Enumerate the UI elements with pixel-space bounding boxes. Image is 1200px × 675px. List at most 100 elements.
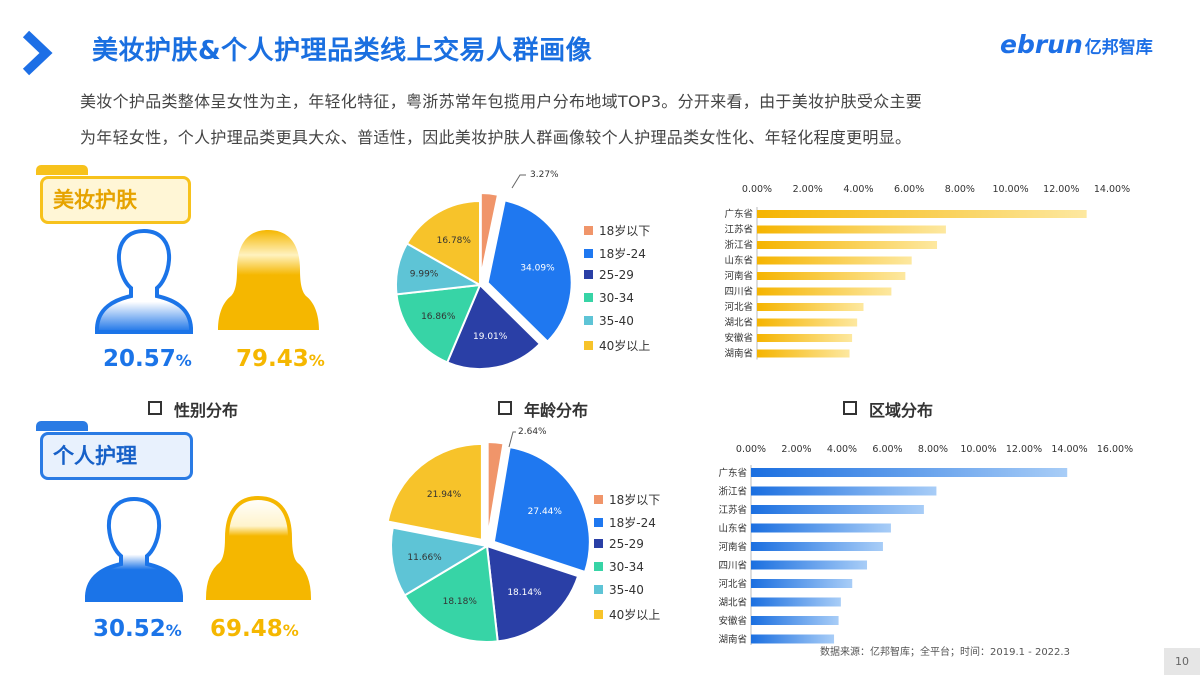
bar bbox=[751, 468, 1068, 477]
bar bbox=[751, 597, 841, 607]
checkbox-square-icon bbox=[843, 401, 857, 415]
axis-tick-label: 16.00% bbox=[1097, 444, 1133, 455]
age-pie-chart-personal: 27.44% 18.14% 18.18% 11.66% 21.94% 2.64% bbox=[386, 427, 590, 643]
brand-logo: ebrun 亿邦智库 bbox=[1000, 30, 1153, 59]
segment-label-beauty: 美妆护肤 bbox=[40, 176, 191, 224]
legend-swatch bbox=[584, 316, 593, 325]
region-bar-chart-personal: 0.00% 2.00% 4.00% 6.00% 8.00% 10.00% 12.00% 14.… bbox=[718, 444, 1133, 645]
female-percent-beauty: 79.43% bbox=[236, 346, 325, 372]
legend-item: 35-40 bbox=[594, 583, 644, 597]
legend-item: 25-29 bbox=[594, 537, 644, 551]
legend-label: 18岁-24 bbox=[609, 516, 656, 530]
bar bbox=[757, 241, 938, 249]
pie-data-label: 3.27% bbox=[530, 170, 559, 180]
category-label: 广东省 bbox=[724, 208, 753, 220]
legend-label: 30-34 bbox=[599, 291, 634, 305]
legend-swatch bbox=[584, 226, 593, 235]
checkbox-square-icon bbox=[148, 401, 162, 415]
axis-tick-label: 0.00% bbox=[742, 184, 772, 195]
category-label: 河北省 bbox=[724, 301, 753, 313]
axis-tick-label: 8.00% bbox=[918, 444, 948, 455]
pie-data-label: 11.66% bbox=[407, 553, 442, 563]
pie-slice bbox=[386, 442, 483, 542]
pie-data-label: 2.64% bbox=[518, 427, 547, 437]
bar bbox=[757, 303, 864, 311]
axis-tick-label: 10.00% bbox=[992, 184, 1028, 195]
legend-swatch bbox=[594, 495, 603, 504]
category-label: 江苏省 bbox=[718, 504, 747, 516]
legend-label: 18岁-24 bbox=[599, 247, 646, 261]
female-person-icon bbox=[218, 230, 319, 330]
legend-swatch bbox=[594, 562, 603, 571]
bar bbox=[757, 334, 853, 342]
bar bbox=[757, 225, 946, 234]
legend-swatch bbox=[584, 293, 593, 302]
category-label: 河北省 bbox=[718, 578, 747, 590]
category-label: 四川省 bbox=[718, 560, 747, 572]
category-label: 广东省 bbox=[718, 467, 747, 479]
legend-label: 18岁以下 bbox=[609, 493, 661, 507]
legend-swatch bbox=[594, 610, 603, 619]
male-percent-personal: 30.52% bbox=[93, 616, 182, 642]
logo-text-en: ebrun bbox=[1000, 30, 1083, 59]
legend-label: 40岁以上 bbox=[609, 608, 661, 622]
category-label: 四川省 bbox=[724, 286, 753, 298]
legend-label: 35-40 bbox=[599, 314, 634, 328]
legend-swatch bbox=[594, 585, 603, 594]
region-bar-chart-beauty: 0.00% 2.00% 4.00% 6.00% 8.00% 10.00% 12.00% 14.… bbox=[724, 184, 1130, 360]
axis-tick-label: 12.00% bbox=[1006, 444, 1042, 455]
age-legend-personal: 18岁以下 18岁-24 25-29 30-34 35-40 40岁以上 bbox=[594, 491, 694, 641]
segment-label-personal: 个人护理 bbox=[40, 432, 193, 480]
section-title-gender: 性别分布 bbox=[148, 397, 238, 421]
data-source-note: 数据来源：亿邦智库；全平台；时间：2019.1 - 2022.3 bbox=[820, 647, 1070, 658]
category-label: 浙江省 bbox=[724, 239, 753, 251]
pie-slice bbox=[445, 283, 542, 370]
pie-data-label: 21.94% bbox=[427, 490, 462, 500]
axis-tick-label: 4.00% bbox=[827, 444, 857, 455]
axis-tick-label: 2.00% bbox=[781, 444, 811, 455]
legend-item: 35-40 bbox=[584, 314, 634, 328]
checkbox-square-icon bbox=[498, 401, 512, 415]
legend-swatch bbox=[594, 518, 603, 527]
legend-swatch bbox=[584, 249, 593, 258]
axis-tick-label: 6.00% bbox=[872, 444, 902, 455]
legend-item: 40岁以上 bbox=[584, 337, 650, 354]
pie-data-label: 16.86% bbox=[421, 312, 456, 322]
pie-data-label: 18.14% bbox=[507, 588, 542, 598]
axis-tick-label: 6.00% bbox=[894, 184, 924, 195]
pie-slice bbox=[405, 199, 481, 287]
pie-data-label: 19.01% bbox=[473, 332, 508, 342]
category-label: 河南省 bbox=[718, 541, 747, 553]
legend-label: 18岁以下 bbox=[599, 224, 651, 238]
legend-item: 18岁-24 bbox=[584, 245, 646, 262]
male-person-icon bbox=[85, 496, 183, 602]
legend-item: 30-34 bbox=[594, 560, 644, 574]
legend-label: 25-29 bbox=[609, 537, 644, 551]
bar bbox=[757, 318, 858, 327]
legend-item: 18岁以下 bbox=[584, 222, 650, 239]
legend-item: 18岁-24 bbox=[594, 514, 656, 531]
axis-tick-label: 14.00% bbox=[1051, 444, 1087, 455]
pie-slice bbox=[486, 441, 505, 539]
pie-slice bbox=[395, 283, 482, 364]
page-number: 10 bbox=[1164, 648, 1200, 675]
age-pie-chart-beauty: 34.09% 19.01% 16.86% 9.99% 16.78% 3.27% bbox=[395, 170, 573, 370]
axis-tick-label: 12.00% bbox=[1043, 184, 1079, 195]
bar bbox=[751, 523, 891, 533]
legend-item: 40岁以上 bbox=[594, 606, 660, 623]
bar bbox=[751, 616, 839, 625]
section-title-region: 区域分布 bbox=[843, 397, 933, 421]
legend-item: 25-29 bbox=[584, 268, 634, 282]
logo-text-cn: 亿邦智库 bbox=[1084, 38, 1153, 58]
axis-tick-label: 8.00% bbox=[945, 184, 975, 195]
pie-data-label: 34.09% bbox=[520, 264, 555, 274]
bar bbox=[757, 272, 906, 280]
female-person-icon bbox=[206, 495, 311, 600]
bar bbox=[751, 505, 924, 514]
legend-swatch bbox=[584, 341, 593, 350]
legend-label: 40岁以上 bbox=[599, 339, 651, 353]
category-label: 山东省 bbox=[724, 255, 753, 267]
bar bbox=[757, 287, 892, 296]
bar bbox=[751, 542, 883, 551]
bar bbox=[757, 210, 1087, 218]
